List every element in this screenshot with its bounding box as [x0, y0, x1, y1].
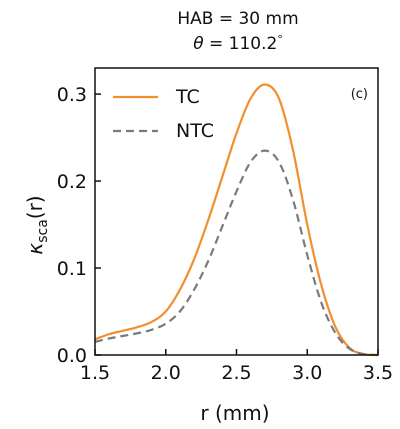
- y-tick-label: 0.0: [57, 345, 87, 367]
- x-tick-label: 2.0: [151, 362, 181, 384]
- y-axis-label-suffix: (r): [23, 195, 47, 219]
- chart-title: HAB = 30 mm θ = 110.2°: [177, 9, 298, 54]
- panel-label: (c): [351, 87, 368, 102]
- x-axis: 1.5 2.0 2.5 3.0 3.5: [80, 349, 393, 384]
- series-line-tc: [94, 83, 379, 357]
- y-axis-label-kappa: κ: [23, 243, 47, 255]
- y-tick-label: 0.3: [57, 84, 87, 106]
- y-axis: 0.0 0.1 0.2 0.3: [57, 84, 101, 367]
- y-tick-label: 0.2: [57, 171, 87, 193]
- title-line-1: HAB = 30 mm: [177, 9, 298, 29]
- y-axis-label: κsca(r): [23, 195, 51, 254]
- title-theta: θ =: [193, 34, 228, 54]
- x-tick-label: 3.0: [292, 362, 322, 384]
- title-degree-symbol: °: [277, 33, 283, 46]
- legend-label-tc: TC: [175, 86, 200, 108]
- x-tick-label: 3.5: [363, 362, 393, 384]
- x-axis-label: r (mm): [200, 401, 269, 425]
- plot-area: [94, 83, 379, 357]
- plot-frame: [94, 67, 379, 356]
- title-angle-value: 110.2: [229, 34, 278, 54]
- x-tick-label: 1.5: [80, 362, 110, 384]
- legend: TC NTC: [113, 86, 214, 142]
- x-tick-label: 2.5: [221, 362, 251, 384]
- legend-label-ntc: NTC: [176, 120, 214, 142]
- y-axis-label-subscript: sca: [35, 219, 51, 243]
- y-tick-label: 0.1: [57, 258, 87, 280]
- title-line-2: θ = 110.2°: [193, 33, 283, 54]
- series-line-ntc: [94, 149, 379, 357]
